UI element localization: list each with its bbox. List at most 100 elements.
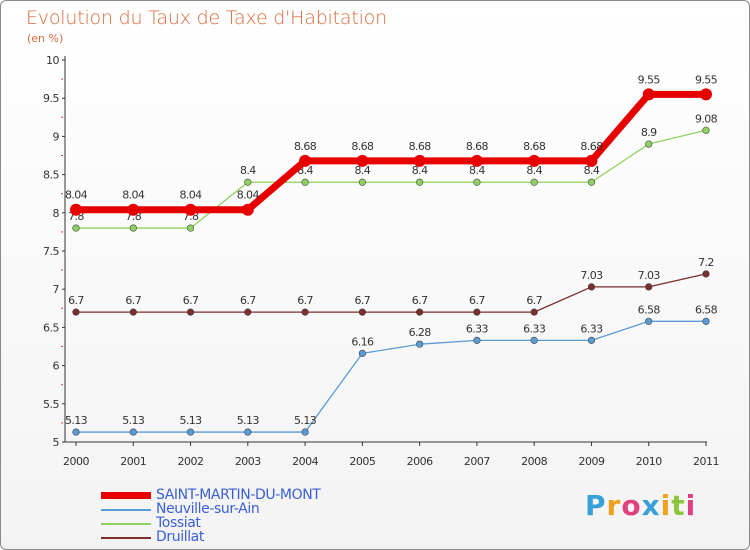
y-tick-label: 6.5	[43, 321, 59, 334]
data-point	[184, 203, 197, 216]
logo-letter: r	[606, 489, 622, 522]
data-label: 6.7	[355, 294, 371, 307]
data-label: 8.04	[179, 189, 202, 202]
y-tick-label: 10	[46, 54, 59, 67]
data-label: 6.58	[638, 303, 661, 316]
x-tick-label: 2010	[636, 455, 662, 468]
data-label: 6.58	[695, 303, 718, 316]
data-point	[473, 178, 481, 186]
data-point	[416, 308, 424, 316]
data-point	[530, 336, 538, 344]
data-label: 6.7	[526, 294, 542, 307]
data-point	[241, 203, 254, 216]
data-label: 5.13	[294, 414, 317, 427]
y-tick-label: 5.5	[43, 398, 59, 411]
series-line	[76, 320, 706, 433]
logo-letter: P	[585, 489, 607, 522]
data-label: 8.4	[526, 164, 542, 177]
data-point	[244, 178, 252, 186]
data-point	[72, 428, 80, 436]
data-point	[72, 308, 80, 316]
series-line	[76, 273, 707, 313]
y-tick-label: 8	[53, 207, 60, 220]
data-point	[530, 308, 538, 316]
data-label: 6.7	[297, 294, 313, 307]
data-point	[470, 154, 483, 167]
y-tick-label: 5	[53, 436, 60, 449]
y-tick-label: 8.5	[43, 169, 59, 182]
data-label: 6.7	[469, 294, 485, 307]
legend-label: Neuville-sur-Ain	[156, 501, 260, 517]
data-point	[129, 224, 137, 232]
y-tick-label: 6	[53, 360, 60, 373]
data-label: 8.04	[65, 189, 88, 202]
data-label: 6.28	[409, 326, 432, 339]
data-point	[528, 154, 541, 167]
data-label: 9.55	[695, 73, 718, 86]
legend-swatch	[101, 537, 151, 539]
data-point	[645, 317, 653, 325]
data-label: 8.68	[466, 140, 489, 153]
data-label: 8.68	[351, 140, 374, 153]
data-label: 5.13	[65, 414, 88, 427]
data-label: 8.68	[409, 140, 432, 153]
logo-letter: o	[621, 489, 642, 522]
data-label: 8.4	[240, 164, 256, 177]
logo-letter: t	[671, 489, 686, 522]
data-label: 6.7	[183, 294, 199, 307]
data-label: 6.7	[240, 294, 256, 307]
data-point	[473, 336, 481, 344]
data-label: 6.16	[351, 335, 374, 348]
x-tick-label: 2004	[292, 455, 318, 468]
data-label: 8.4	[469, 164, 485, 177]
data-point	[473, 308, 481, 316]
legend-label: Tossiat	[156, 515, 201, 531]
data-label: 9.08	[695, 112, 718, 125]
y-tick-label: 9.5	[43, 92, 59, 105]
x-tick-label: 2006	[407, 455, 433, 468]
data-point	[585, 154, 598, 167]
logo-letter: i	[685, 489, 697, 522]
data-point	[645, 140, 653, 148]
data-point	[301, 178, 309, 186]
data-point	[702, 317, 710, 325]
data-label: 6.33	[466, 322, 489, 335]
data-point	[702, 270, 710, 278]
data-label: 9.55	[638, 73, 661, 86]
data-point	[645, 283, 653, 291]
chart-title: Evolution du Taux de Taxe d'Habitation	[26, 7, 387, 29]
data-point	[587, 283, 596, 291]
data-label: 7.03	[638, 269, 661, 282]
proxiti-logo: Proxiti	[585, 489, 696, 522]
data-point	[413, 154, 426, 167]
y-tick-label: 9	[53, 130, 60, 143]
y-unit-label: (en %)	[27, 32, 64, 45]
x-tick-label: 2000	[63, 455, 89, 468]
data-point	[127, 203, 140, 216]
data-label: 5.13	[237, 414, 260, 427]
data-point	[186, 224, 195, 232]
data-label: 7.2	[698, 256, 714, 269]
data-point	[244, 308, 252, 316]
x-tick-label: 2008	[521, 455, 547, 468]
x-tick-label: 2001	[120, 455, 146, 468]
legend-label: Druillat	[156, 529, 204, 545]
data-point	[129, 308, 137, 316]
data-point	[587, 336, 596, 344]
data-point	[642, 88, 655, 101]
series-line	[76, 90, 706, 214]
data-point	[129, 428, 137, 436]
data-label: 8.04	[237, 189, 260, 202]
data-point	[299, 154, 312, 167]
data-label: 6.33	[523, 322, 546, 335]
data-point	[530, 178, 538, 186]
data-label: 8.68	[580, 140, 603, 153]
x-tick-label: 2007	[464, 455, 490, 468]
data-point	[416, 178, 424, 186]
x-tick-label: 2003	[235, 455, 261, 468]
data-label: 8.4	[355, 164, 371, 177]
data-point	[244, 428, 252, 436]
data-label: 8.04	[122, 189, 145, 202]
legend-swatch	[101, 523, 151, 525]
